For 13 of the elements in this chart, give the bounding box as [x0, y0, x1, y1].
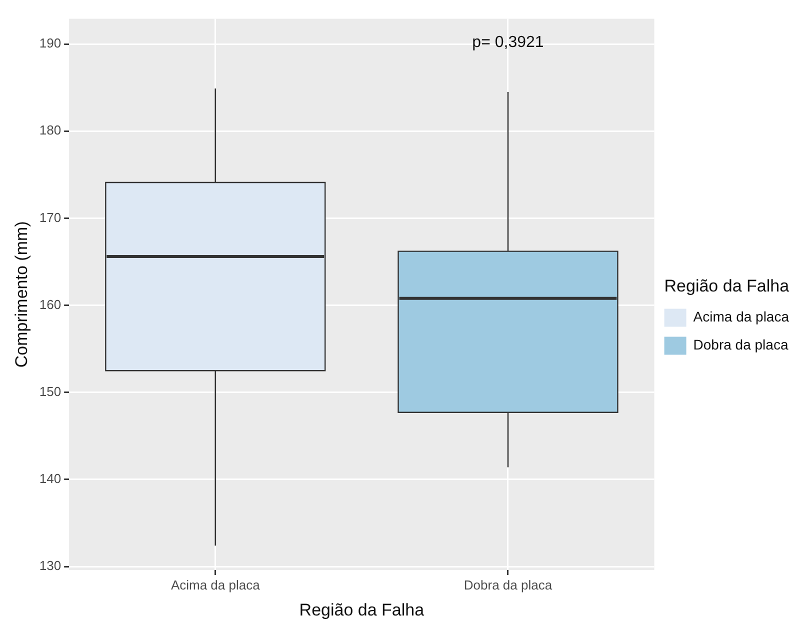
y-tick-label: 150 [39, 384, 62, 399]
y-axis-title: Comprimento (mm) [12, 221, 31, 368]
y-tick-label: 170 [39, 210, 62, 225]
legend-label: Dobra da placa [693, 336, 788, 353]
y-tick-label: 140 [39, 471, 62, 486]
y-tick-label: 180 [39, 122, 62, 138]
y-tick-label: 160 [39, 296, 62, 312]
x-axis-title: Região da Falha [299, 600, 425, 620]
annotation: p= 0,3921 [472, 34, 544, 52]
y-tick-label: 190 [39, 36, 62, 51]
legend-title: Região da Falha [664, 276, 790, 296]
legend-label: Acima da placa [693, 308, 790, 325]
y-tick-label: 130 [39, 558, 62, 574]
